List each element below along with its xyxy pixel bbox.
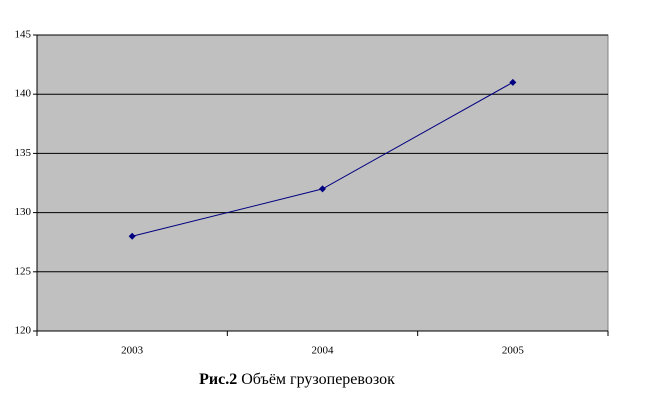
y-tick-label: 130 — [15, 206, 32, 218]
y-tick-label: 125 — [15, 265, 32, 277]
x-tick-label: 2003 — [121, 345, 144, 357]
chart-caption: Рис.2 Объём грузоперевозок — [199, 371, 395, 388]
chart-title: Объём грузоперевозок — [241, 371, 395, 388]
x-tick-label: 2005 — [502, 345, 525, 357]
y-tick-label: 120 — [15, 325, 32, 337]
marker — [128, 232, 136, 240]
y-tick-label: 145 — [15, 29, 32, 41]
figure-label: Рис.2 — [199, 371, 237, 388]
marker — [509, 78, 517, 86]
marker — [319, 185, 326, 193]
plot-area — [36, 34, 609, 332]
x-tick-label: 2004 — [312, 345, 335, 357]
y-tick-label: 135 — [15, 147, 32, 159]
y-tick-label: 140 — [15, 88, 32, 100]
